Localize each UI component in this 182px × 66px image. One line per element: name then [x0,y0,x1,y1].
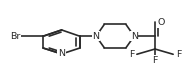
Text: N: N [131,32,138,41]
Text: Br: Br [10,32,20,41]
Text: N: N [58,49,65,58]
Text: F: F [152,56,158,65]
Text: O: O [158,18,165,27]
Text: N: N [93,32,100,41]
Text: F: F [129,50,134,59]
Text: F: F [176,50,181,59]
